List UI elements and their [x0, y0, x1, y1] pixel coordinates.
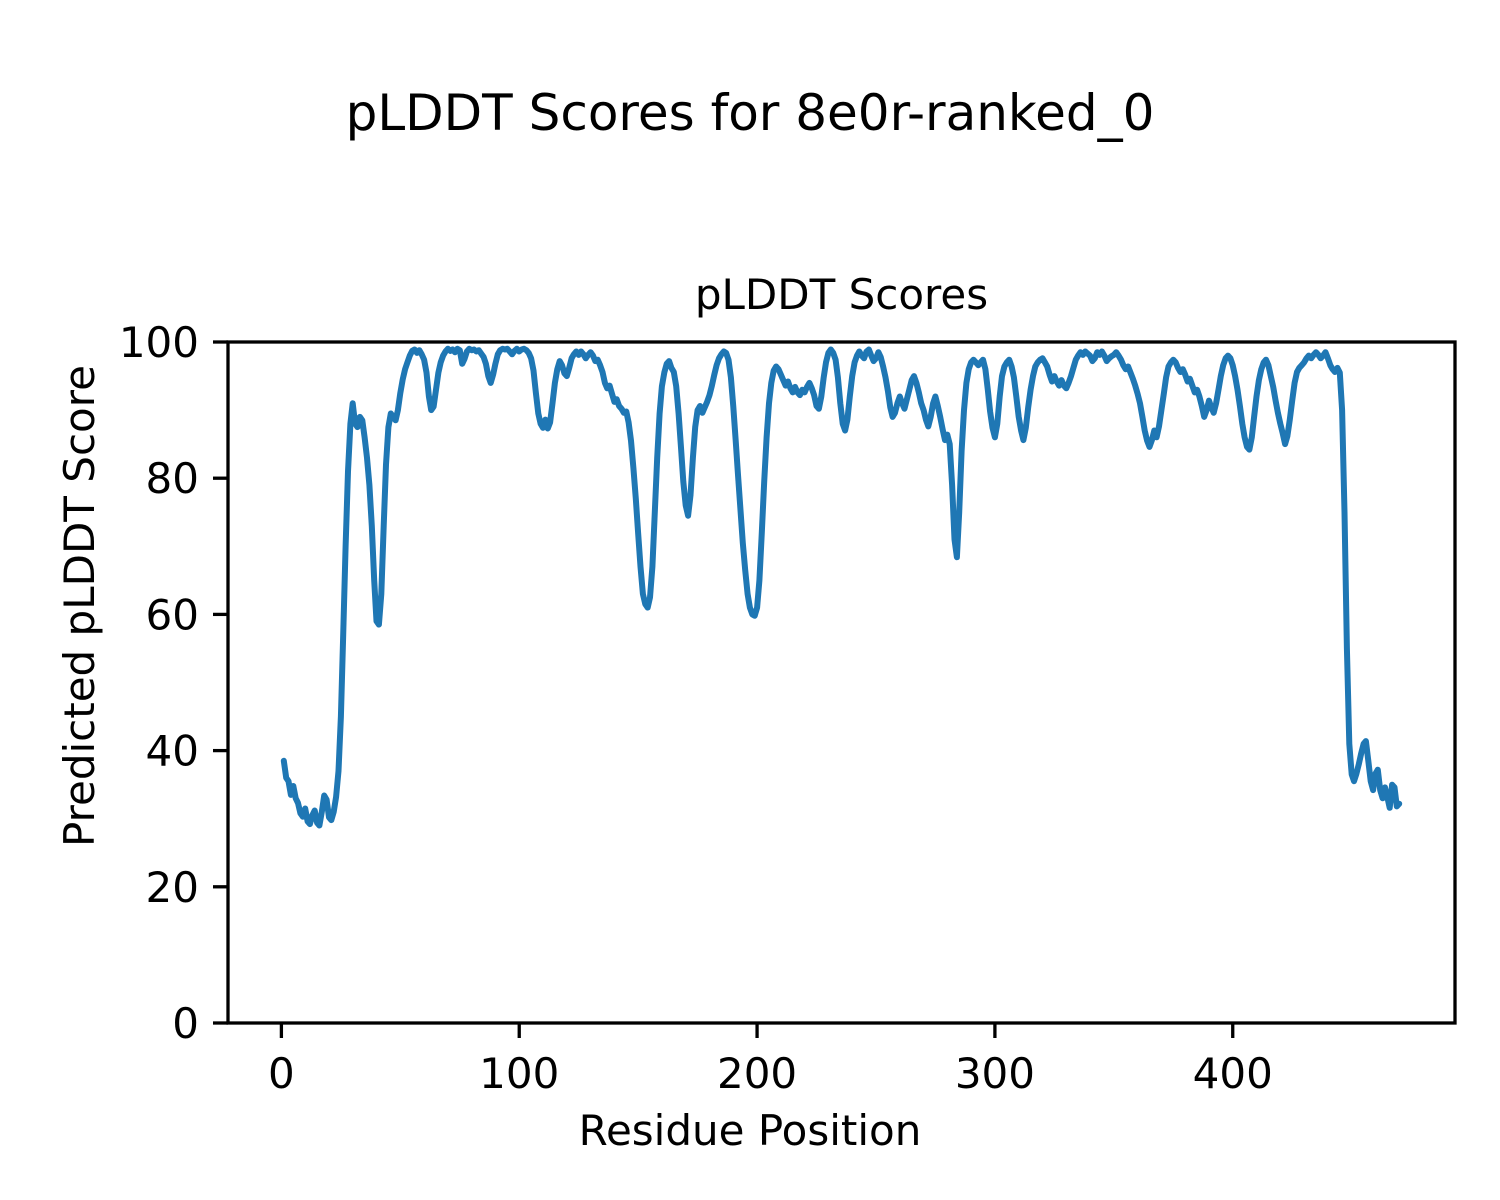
- y-tick-label: 60: [146, 590, 199, 639]
- y-tick-label: 100: [119, 318, 199, 367]
- axes-title: pLDDT Scores: [694, 270, 989, 319]
- figure-suptitle: pLDDT Scores for 8e0r-ranked_0: [345, 84, 1155, 142]
- axes-frame: [226, 340, 1457, 1025]
- x-tick-label: 300: [955, 1049, 1035, 1098]
- x-tick-label: 200: [717, 1049, 797, 1098]
- y-tick-label: 80: [146, 454, 199, 503]
- axis-ticks: 0 100 200 300 400 0 20 40 60 80 100: [119, 318, 1273, 1098]
- plddt-line-series: [280, 345, 1403, 829]
- y-tick-label: 0: [172, 999, 199, 1048]
- y-tick-label: 20: [146, 863, 199, 912]
- y-axis-label: Predicted pLDDT Score: [54, 365, 104, 847]
- plddt-line: [280, 345, 1403, 829]
- x-axis-label: Residue Position: [578, 1106, 922, 1155]
- x-tick-label: 100: [479, 1049, 559, 1098]
- x-tick-label: 400: [1193, 1049, 1273, 1098]
- x-tick-label: 0: [268, 1049, 295, 1098]
- y-tick-label: 40: [146, 727, 199, 776]
